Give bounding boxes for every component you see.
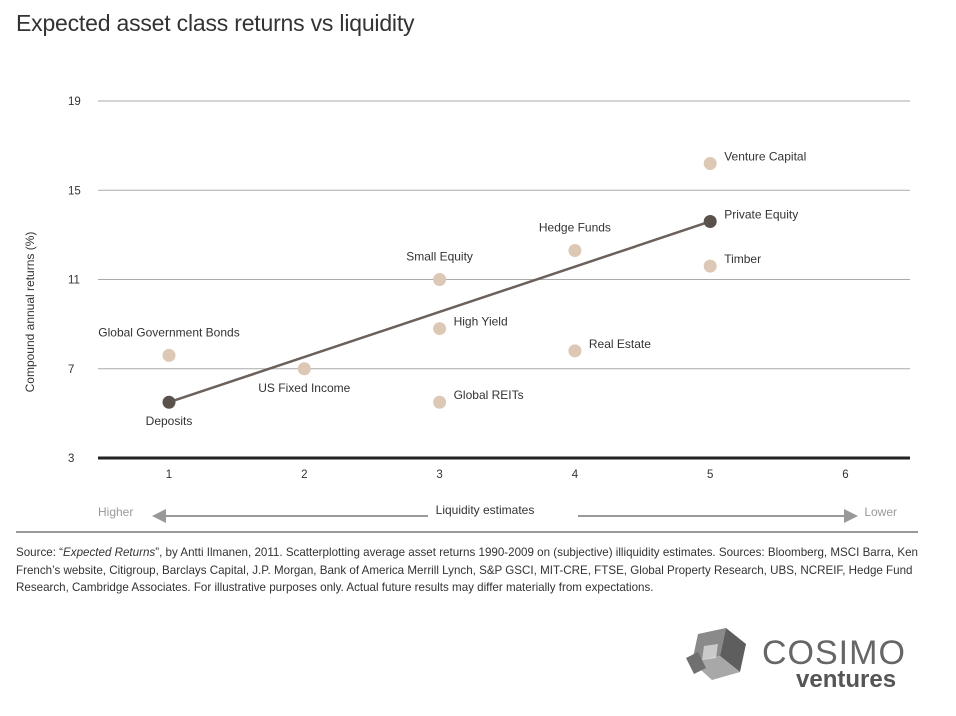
point-deposits bbox=[162, 395, 176, 409]
point-global-government-bonds bbox=[162, 348, 176, 362]
point-small-equity bbox=[433, 273, 447, 286]
label-us-fixed-income: US Fixed Income bbox=[258, 381, 350, 395]
label-private-equity: Private Equity bbox=[724, 207, 798, 221]
source-text: ”, by Antti Ilmanen, 2011. Scatterplotti… bbox=[16, 546, 918, 594]
label-global-government-bonds: Global Government Bonds bbox=[98, 325, 239, 339]
y-tick-labels: 3 7 11 15 19 bbox=[68, 96, 81, 465]
cube-logo-icon bbox=[686, 628, 746, 680]
y-tick-3: 3 bbox=[68, 453, 74, 465]
x-tick-4: 4 bbox=[572, 469, 579, 481]
liquidity-lower-label: Lower bbox=[864, 505, 897, 519]
x-tick-5: 5 bbox=[707, 469, 713, 481]
point-high-yield bbox=[433, 322, 447, 336]
x-tick-2: 2 bbox=[301, 469, 307, 481]
y-axis-label: Compound annual returns (%) bbox=[23, 232, 37, 393]
y-tick-19: 19 bbox=[68, 96, 81, 108]
logo-ventures-text: ventures bbox=[796, 666, 897, 693]
label-hedge-funds: Hedge Funds bbox=[539, 220, 611, 234]
source-note: Source: “Expected Returns”, by Antti Ilm… bbox=[16, 544, 936, 597]
label-high-yield: High Yield bbox=[454, 315, 508, 329]
source-prefix: Source: “ bbox=[16, 546, 64, 559]
point-hedge-funds bbox=[568, 243, 582, 257]
y-tick-11: 11 bbox=[68, 275, 80, 287]
label-timber: Timber bbox=[724, 252, 761, 266]
point-global-reits bbox=[433, 395, 447, 409]
y-tick-7: 7 bbox=[68, 364, 74, 376]
trend-line bbox=[168, 220, 711, 404]
label-real-estate: Real Estate bbox=[589, 337, 651, 351]
x-tick-6: 6 bbox=[842, 469, 848, 481]
y-tick-15: 15 bbox=[68, 185, 81, 197]
left-arrowhead bbox=[152, 509, 166, 523]
x-axis-label: Liquidity estimates bbox=[436, 503, 535, 517]
label-deposits: Deposits bbox=[146, 414, 193, 428]
point-timber bbox=[703, 259, 717, 273]
x-tick-labels: 1 2 3 4 5 6 bbox=[166, 469, 849, 481]
label-small-equity: Small Equity bbox=[406, 250, 473, 264]
source-book-title: Expected Returns bbox=[63, 546, 156, 559]
x-tick-1: 1 bbox=[166, 469, 172, 481]
scatter-chart: 3 7 11 15 19 1 2 3 4 5 6 Compound annual returns … bbox=[16, 96, 918, 533]
label-venture-capital: Venture Capital bbox=[724, 149, 806, 163]
trend-line-group bbox=[168, 220, 711, 404]
point-us-fixed-income bbox=[297, 362, 311, 376]
point-venture-capital bbox=[703, 156, 717, 170]
liquidity-higher-label: Higher bbox=[98, 505, 133, 519]
cosimo-ventures-logo: COSIMO ventures bbox=[684, 622, 924, 692]
x-tick-3: 3 bbox=[436, 469, 442, 481]
logo-cosimo-text: COSIMO bbox=[762, 634, 906, 672]
point-real-estate bbox=[568, 344, 582, 358]
data-points bbox=[162, 156, 717, 409]
page-title: Expected asset class returns vs liquidit… bbox=[16, 10, 415, 36]
point-labels: Deposits Global Government Bonds US Fixed … bbox=[98, 149, 806, 428]
label-global-reits: Global REITs bbox=[454, 388, 524, 402]
point-private-equity bbox=[703, 214, 717, 228]
gridlines bbox=[98, 100, 910, 460]
right-arrowhead bbox=[844, 509, 858, 523]
